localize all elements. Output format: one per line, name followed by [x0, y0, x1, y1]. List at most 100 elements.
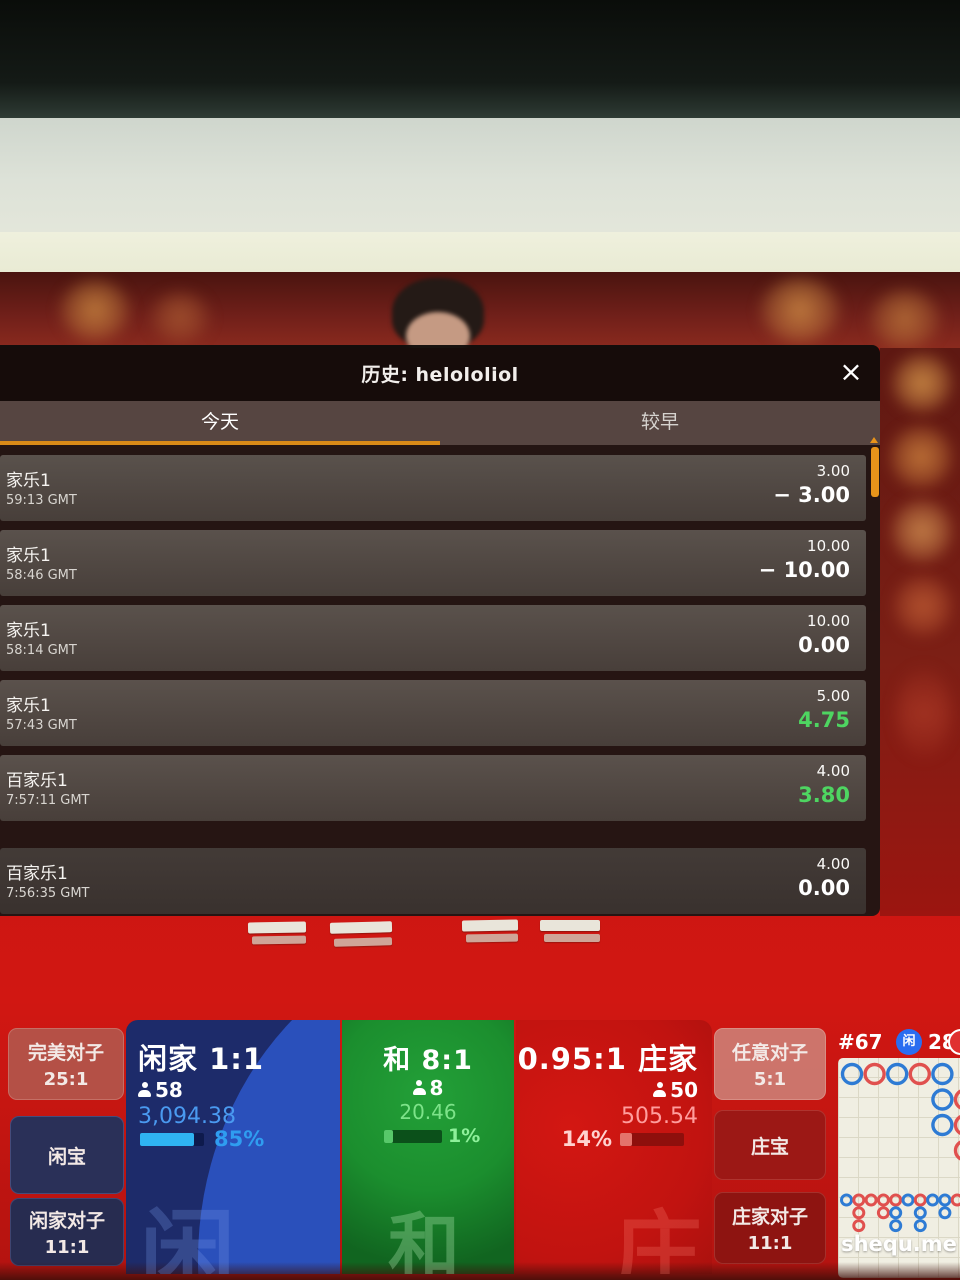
players-icon — [412, 1080, 426, 1095]
player-bet-bar — [140, 1133, 204, 1146]
history-result: 3.80 — [798, 783, 850, 807]
photo-bottom-shadow — [0, 1262, 960, 1280]
round-number: #67 — [838, 1030, 883, 1054]
bet-odds: 25:1 — [43, 1069, 89, 1090]
history-dialog: 历史: helololiol × 今天 较早 等待下一局游戏 家乐1 59:13… — [0, 345, 880, 916]
player-count: 58 — [138, 1078, 183, 1102]
history-bet: 4.00 — [816, 762, 850, 780]
decor-gold-right2 — [870, 290, 940, 348]
monitor-bezel — [0, 0, 960, 118]
card-stack-2b — [333, 937, 393, 947]
history-game: 家乐1 — [6, 471, 51, 491]
decor-lantern-5 — [896, 668, 952, 758]
card-stack-4b — [544, 934, 600, 942]
tie-title: 和 8:1 — [383, 1045, 473, 1076]
bet-player-zone[interactable]: 闲家 1:1 58 3,094.38 85% 闲 — [126, 1020, 340, 1274]
history-bet: 3.00 — [816, 462, 850, 480]
bet-banker-zone[interactable]: 0.95:1 庄家 50 505.54 14% 庄 — [516, 1020, 712, 1274]
history-bet: 4.00 — [816, 855, 850, 873]
player-title: 闲家 1:1 — [138, 1042, 265, 1076]
banker-amount: 505.54 — [621, 1104, 698, 1129]
history-bet: 10.00 — [807, 612, 850, 630]
history-game: 百家乐1 — [6, 771, 68, 791]
history-row[interactable]: 百家乐1 7:57:11 GMT 4.00 3.80 — [0, 755, 866, 821]
bet-any-pair[interactable]: 任意对子 5:1 — [714, 1028, 826, 1100]
history-dialog-header: 历史: helololiol × — [0, 345, 880, 401]
tab-today[interactable]: 今天 — [200, 411, 239, 433]
card-stack-4 — [540, 920, 600, 931]
players-icon — [138, 1082, 151, 1097]
tie-percent: 1% — [448, 1125, 481, 1147]
history-row[interactable]: 家乐1 58:14 GMT 10.00 0.00 — [0, 605, 866, 671]
history-bet: 10.00 — [807, 537, 850, 555]
bet-banker-pair[interactable]: 庄家对子 11:1 — [714, 1192, 826, 1264]
bet-tie-zone[interactable]: 和 8:1 8 20.46 1% 和 — [342, 1020, 514, 1274]
scrollbar-arrow — [870, 437, 878, 443]
history-bet: 5.00 — [816, 687, 850, 705]
tab-earlier[interactable]: 较早 — [640, 411, 679, 433]
decor-lantern-4 — [894, 576, 952, 636]
roads-canvas — [840, 1062, 960, 1233]
card-stack-3 — [461, 919, 519, 932]
banker-title: 0.95:1 庄家 — [517, 1042, 698, 1076]
bet-odds: 11:1 — [747, 1233, 793, 1254]
active-tab-underline — [0, 441, 440, 445]
card-stack-1 — [247, 921, 307, 934]
scrollbar-thumb[interactable] — [871, 447, 879, 497]
history-tab-bar: 今天 较早 — [0, 401, 880, 445]
history-row[interactable]: 家乐1 57:43 GMT 5.00 4.75 — [0, 680, 866, 746]
tie-bet-bar — [384, 1130, 442, 1143]
decor-lantern-2 — [890, 426, 952, 488]
bet-label: 闲宝 — [47, 1145, 86, 1168]
history-result: − 10.00 — [758, 558, 850, 582]
tie-bet-bar-fill — [384, 1130, 393, 1143]
players-icon — [653, 1082, 667, 1097]
bet-player-bonus[interactable]: 闲宝 — [10, 1116, 124, 1194]
tie-count: 8 — [342, 1076, 514, 1100]
history-time: 59:13 GMT — [6, 493, 77, 508]
bet-label: 任意对子 — [731, 1042, 808, 1064]
bet-perfect-pair[interactable]: 完美对子 25:1 — [8, 1028, 124, 1100]
decor-lantern-1 — [892, 354, 952, 412]
history-row[interactable]: 百家乐1 7:56:35 GMT 4.00 0.00 — [0, 848, 866, 914]
bet-label: 完美对子 — [27, 1042, 104, 1064]
history-time: 58:46 GMT — [6, 568, 77, 583]
history-list: 等待下一局游戏 家乐1 59:13 GMT 3.00 − 3.00 家乐1 58… — [0, 445, 880, 916]
history-game: 百家乐1 — [6, 864, 68, 884]
history-row[interactable]: 家乐1 58:46 GMT 10.00 − 10.00 — [0, 530, 866, 596]
close-icon[interactable]: × — [839, 355, 863, 388]
history-row[interactable]: 家乐1 59:13 GMT 3.00 − 3.00 — [0, 455, 866, 521]
browser-toolbar — [0, 232, 960, 272]
history-result: 0.00 — [798, 633, 850, 657]
decor-gold-right — [760, 278, 840, 342]
history-result: 0.00 — [798, 876, 850, 900]
history-time: 7:56:35 GMT — [6, 886, 90, 901]
decor-lantern-3 — [892, 500, 952, 562]
banker-percent: 14% — [561, 1127, 612, 1151]
bet-banker-bonus[interactable]: 庄宝 — [714, 1110, 826, 1180]
history-time: 57:43 GMT — [6, 718, 77, 733]
decor-gold-left2 — [150, 292, 210, 342]
history-game: 家乐1 — [6, 696, 51, 716]
player-glyph: 闲 — [140, 1200, 236, 1274]
live-video-right — [880, 348, 960, 916]
bet-odds: 11:1 — [44, 1237, 90, 1258]
bet-label: 庄家对子 — [731, 1206, 808, 1228]
scoreboard-roads[interactable] — [838, 1058, 960, 1278]
bet-label: 庄宝 — [750, 1135, 789, 1158]
browser-tab-bar: × + — [0, 118, 960, 278]
card-stack-1b — [251, 935, 307, 945]
history-result: − 3.00 — [773, 483, 850, 507]
player-percent: 85% — [214, 1127, 265, 1151]
banker-bet-bar — [620, 1133, 684, 1146]
dealer-face — [406, 312, 470, 348]
bet-player-pair[interactable]: 闲家对子 11:1 — [10, 1198, 124, 1266]
card-stack-2 — [329, 921, 393, 934]
bet-odds: 5:1 — [753, 1069, 787, 1090]
history-game: 家乐1 — [6, 546, 51, 566]
watermark-text: shequ.me — [841, 1232, 957, 1256]
banker-count: 50 — [653, 1078, 698, 1102]
history-time: 7:57:11 GMT — [6, 793, 90, 808]
player-amount: 3,094.38 — [138, 1104, 236, 1129]
